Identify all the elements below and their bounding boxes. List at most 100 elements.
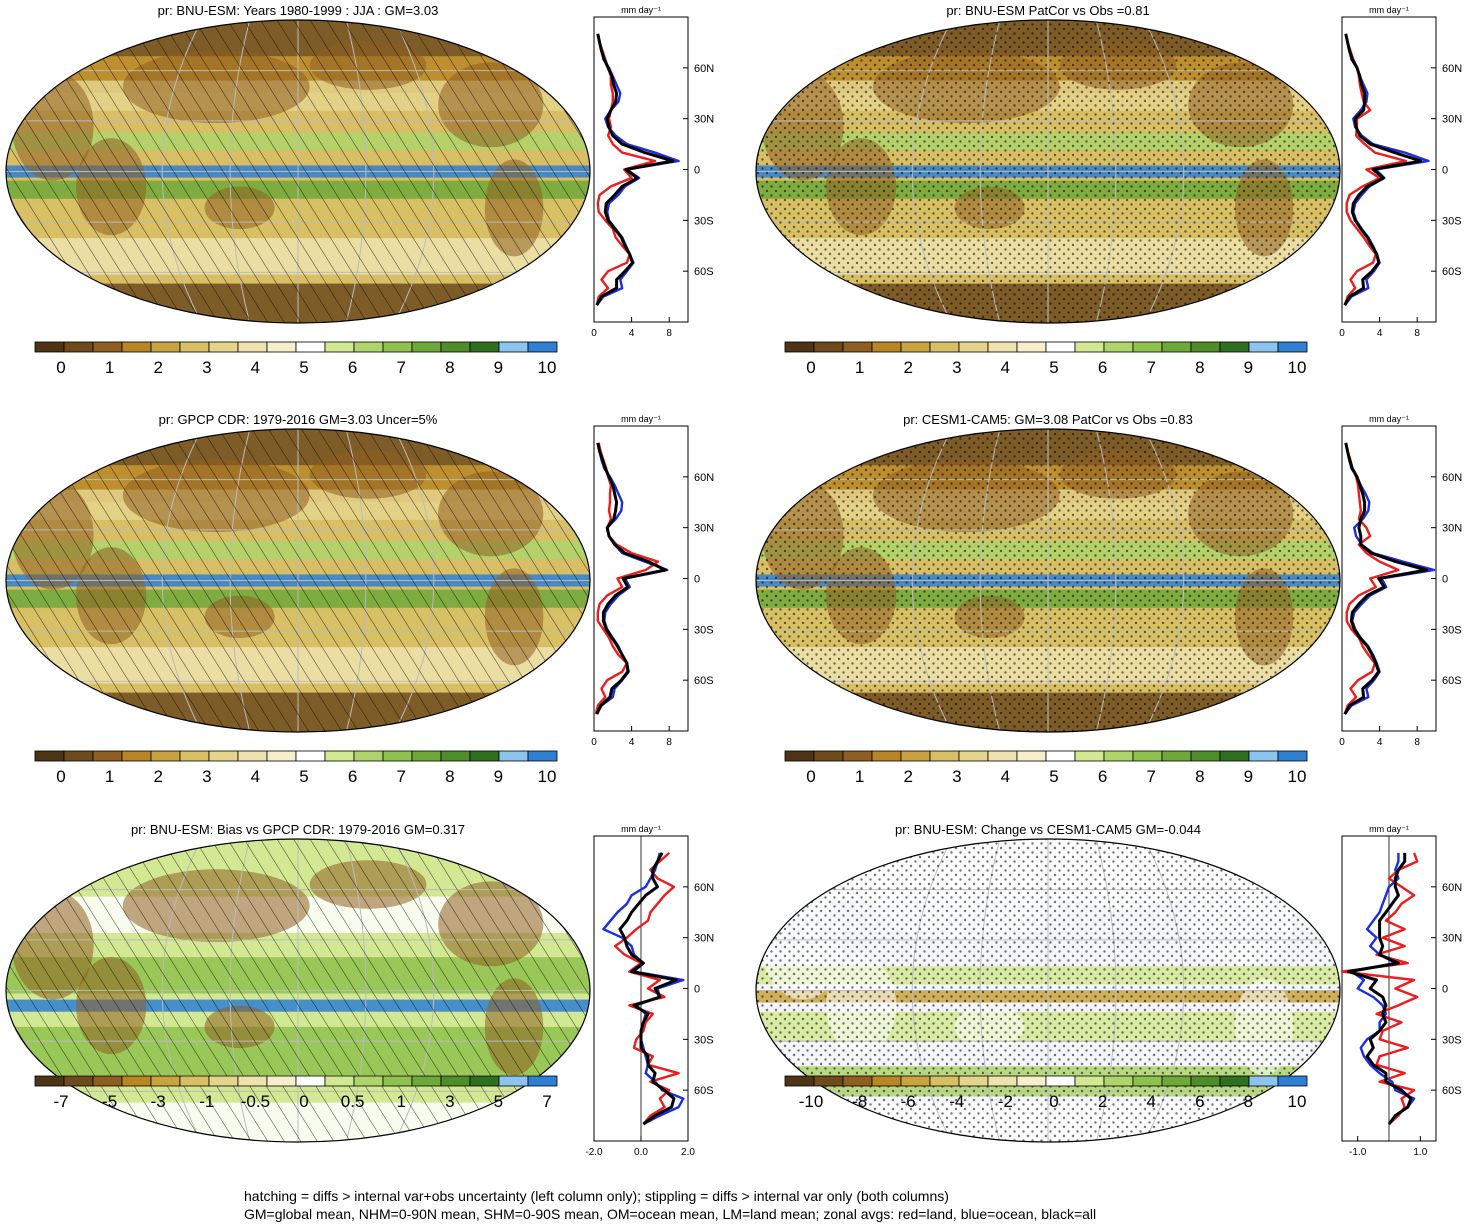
colorbar-swatch bbox=[929, 341, 960, 353]
colorbar-swatch bbox=[498, 1075, 529, 1087]
colorbar-label: 7 bbox=[396, 358, 405, 377]
lat-tick-label: 0 bbox=[694, 574, 700, 586]
zonal-panel-2: 60N 30N 0 30S 60S mm day⁻¹ 0 4 8 bbox=[591, 414, 714, 748]
zonal-unit-label: mm day⁻¹ bbox=[621, 5, 661, 15]
colorbar-label: 1 bbox=[105, 767, 114, 786]
colorbar-swatch bbox=[324, 750, 355, 762]
lat-tick-label: 30N bbox=[694, 114, 714, 126]
x-tick-label: 1.0 bbox=[1413, 1147, 1427, 1158]
colorbar-swatch bbox=[150, 750, 181, 762]
colorbar-label: 5 bbox=[299, 767, 308, 786]
map-field bbox=[756, 20, 1340, 323]
colorbar-swatch bbox=[842, 750, 873, 762]
map-field bbox=[6, 839, 590, 1142]
colorbar-swatch bbox=[1219, 341, 1250, 353]
colorbar-swatch bbox=[871, 1075, 902, 1087]
colorbar-swatch bbox=[1045, 750, 1076, 762]
colorbar-swatch bbox=[813, 341, 844, 353]
colorbar-swatch bbox=[411, 341, 442, 353]
colorbar-label: 3 bbox=[952, 358, 961, 377]
colorbar-3: 0 1 2 3 4 5 6 7 8 9 10 bbox=[784, 750, 1308, 786]
colorbar-label: 0.5 bbox=[341, 1092, 365, 1111]
colorbar-swatch bbox=[382, 341, 413, 353]
x-tick-label: 0 bbox=[591, 328, 597, 339]
panel-grid: pr: BNU-ESM: Years 1980-1999 : JJA : GM=… bbox=[5, 3, 1462, 1158]
footnote-line-1: hatching = diffs > internal var+obs unce… bbox=[244, 1188, 949, 1204]
colorbar-swatch bbox=[929, 1075, 960, 1087]
colorbar-label: 1 bbox=[855, 767, 864, 786]
colorbar-swatch bbox=[527, 750, 558, 762]
colorbar-label: 4 bbox=[1001, 767, 1010, 786]
x-tick-label: 4 bbox=[629, 328, 635, 339]
colorbar-label: 7 bbox=[1146, 358, 1155, 377]
colorbar-label: 3 bbox=[445, 1092, 454, 1111]
colorbar-label: 6 bbox=[348, 767, 357, 786]
colorbar-swatch bbox=[929, 750, 960, 762]
colorbar-5: -10 -8 -6 -4 -2 0 2 4 6 8 10 bbox=[784, 1075, 1308, 1111]
colorbar-label: 8 bbox=[1195, 767, 1204, 786]
x-tick-label: 8 bbox=[1414, 737, 1420, 748]
x-tick-label: 4 bbox=[629, 737, 635, 748]
zonal-unit-label: mm day⁻¹ bbox=[1369, 5, 1409, 15]
panel-title: pr: CESM1-CAM5: GM=3.08 PatCor vs Obs =0… bbox=[903, 412, 1193, 427]
colorbar-swatch bbox=[1190, 750, 1221, 762]
colorbar-label: -4 bbox=[949, 1092, 964, 1111]
colorbar-label: 6 bbox=[1195, 1092, 1204, 1111]
x-tick-label: 4 bbox=[1377, 737, 1383, 748]
colorbar-swatch bbox=[411, 1075, 442, 1087]
colorbar-label: 6 bbox=[348, 358, 357, 377]
colorbar-label: 6 bbox=[1098, 767, 1107, 786]
lat-tick-label: 30S bbox=[694, 1034, 714, 1046]
colorbar-0: 0 1 2 3 4 5 6 7 8 9 10 bbox=[34, 341, 558, 377]
colorbar-swatch bbox=[871, 750, 902, 762]
lat-tick-label: 60S bbox=[694, 1085, 714, 1097]
colorbar-swatch bbox=[34, 341, 65, 353]
colorbar-swatch bbox=[121, 750, 152, 762]
colorbar-label: -0.5 bbox=[241, 1092, 270, 1111]
stippling-overlay bbox=[756, 20, 1340, 323]
panel-title: pr: GPCP CDR: 1979-2016 GM=3.03 Uncer=5% bbox=[159, 412, 438, 427]
colorbar-swatch bbox=[92, 341, 123, 353]
colorbar-label: 10 bbox=[1288, 1092, 1307, 1111]
colorbar-swatch bbox=[266, 1075, 297, 1087]
colorbar-label: 0 bbox=[56, 767, 65, 786]
colorbar-label: 3 bbox=[202, 767, 211, 786]
zonal-line-all bbox=[1343, 33, 1423, 306]
colorbar-swatch bbox=[958, 1075, 989, 1087]
colorbar-label: 9 bbox=[494, 358, 503, 377]
map-panel-4: pr: BNU-ESM: Bias vs GPCP CDR: 1979-2016… bbox=[5, 822, 591, 1143]
lat-tick-label: 0 bbox=[1442, 165, 1448, 177]
colorbar-swatch bbox=[1016, 1075, 1047, 1087]
colorbar-label: 10 bbox=[1288, 358, 1307, 377]
lat-tick-label: 30N bbox=[1442, 933, 1462, 945]
colorbar-swatch bbox=[237, 341, 268, 353]
colorbar-swatch bbox=[295, 341, 326, 353]
map-field bbox=[6, 20, 590, 323]
stippling-overlay bbox=[756, 429, 1340, 732]
lat-tick-label: 60N bbox=[694, 63, 714, 75]
zonal-unit-label: mm day⁻¹ bbox=[621, 824, 661, 834]
colorbar-swatch bbox=[63, 341, 94, 353]
colorbar-swatch bbox=[1132, 341, 1163, 353]
colorbar-swatch bbox=[784, 750, 815, 762]
colorbar-label: 7 bbox=[1146, 767, 1155, 786]
colorbar-swatch bbox=[1277, 341, 1308, 353]
x-tick-label: 4 bbox=[1377, 328, 1383, 339]
colorbar-label: 1 bbox=[105, 358, 114, 377]
colorbar-swatch bbox=[813, 750, 844, 762]
colorbar-label: 5 bbox=[1049, 767, 1058, 786]
colorbar-swatch bbox=[121, 341, 152, 353]
lat-tick-label: 60N bbox=[1442, 472, 1462, 484]
colorbar-swatch bbox=[987, 341, 1018, 353]
colorbar-swatch bbox=[208, 1075, 239, 1087]
colorbar-swatch bbox=[813, 1075, 844, 1087]
colorbar-swatch bbox=[63, 750, 94, 762]
colorbar-label: 5 bbox=[494, 1092, 503, 1111]
map-outline bbox=[755, 838, 1341, 1143]
panel-title: pr: BNU-ESM PatCor vs Obs =0.81 bbox=[946, 3, 1149, 18]
colorbar-swatch bbox=[92, 1075, 123, 1087]
colorbar-swatch bbox=[1132, 1075, 1163, 1087]
colorbar-swatch bbox=[237, 750, 268, 762]
x-tick-label: 8 bbox=[1414, 328, 1420, 339]
